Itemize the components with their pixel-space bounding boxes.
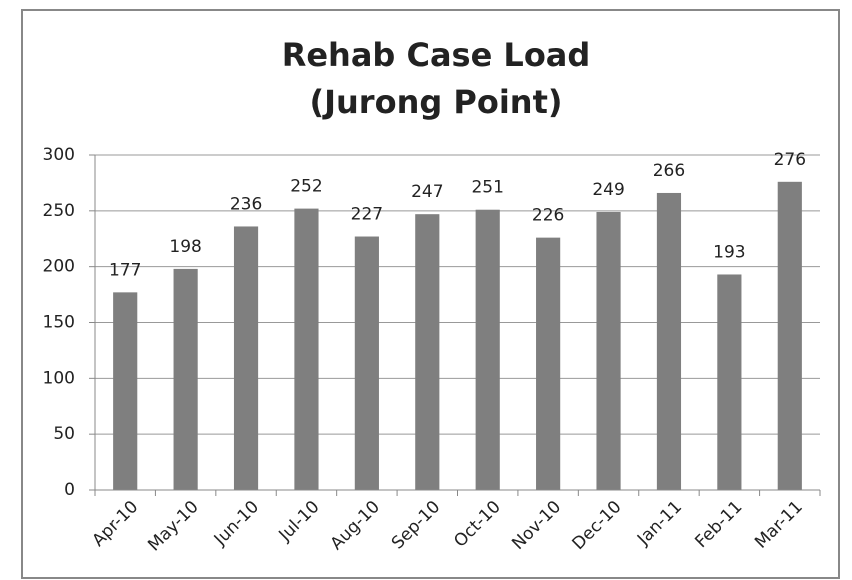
y-tick-label: 300 [43, 145, 75, 165]
data-label: 236 [230, 194, 262, 214]
data-label: 198 [169, 237, 201, 257]
y-tick-label: 0 [64, 480, 75, 500]
data-label: 249 [592, 180, 624, 200]
bar [415, 214, 440, 490]
data-label: 193 [713, 242, 745, 262]
bar [294, 208, 319, 490]
data-label: 276 [774, 150, 806, 170]
bar [354, 236, 379, 490]
y-tick-label: 50 [53, 424, 75, 444]
bar [536, 237, 561, 490]
data-label: 247 [411, 182, 443, 202]
bar [233, 226, 259, 490]
bar [717, 274, 742, 490]
chart-subtitle: (Jurong Point) [309, 83, 562, 121]
data-label: 251 [471, 178, 503, 198]
data-label: 177 [109, 260, 141, 280]
y-tick-label: 250 [43, 201, 75, 221]
bar [777, 181, 802, 491]
bar [475, 209, 500, 490]
y-tick-label: 100 [43, 368, 75, 388]
bar [173, 268, 198, 490]
y-tick-label: 150 [43, 313, 75, 333]
bar [596, 211, 621, 490]
data-label: 252 [290, 177, 322, 197]
data-label: 266 [653, 161, 685, 181]
data-label: 227 [351, 205, 383, 225]
chart-title: Rehab Case Load [282, 36, 591, 74]
data-label: 226 [532, 206, 564, 226]
y-tick-label: 200 [43, 257, 75, 277]
bar [113, 292, 138, 490]
bar [656, 192, 682, 490]
